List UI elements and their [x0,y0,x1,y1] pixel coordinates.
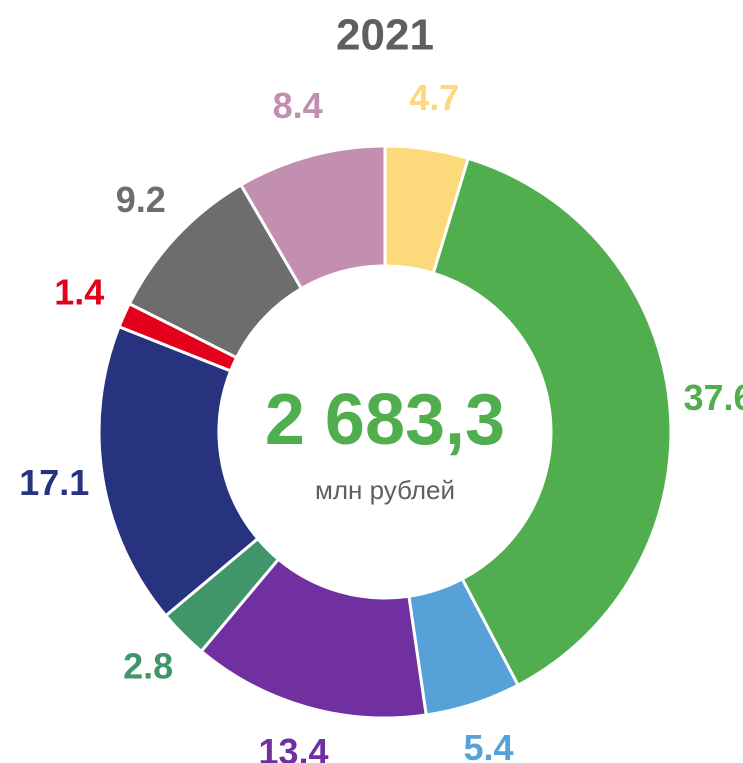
data-label: 2.8 [123,645,173,686]
data-label: 37.6 [683,377,743,418]
chart-title: 2021 [336,11,434,60]
data-label: 5.4 [463,727,513,763]
center-label: млн рублей [315,475,455,505]
data-label: 1.4 [54,272,104,313]
slice [238,144,387,291]
slice [97,324,260,618]
data-label: 17.1 [19,462,89,503]
slice [431,156,673,688]
data-label: 9.2 [116,179,166,220]
center-value: 2 683,3 [265,380,505,460]
data-label: 4.7 [409,77,459,118]
data-label: 13.4 [259,731,329,763]
data-label: 8.4 [273,85,323,126]
